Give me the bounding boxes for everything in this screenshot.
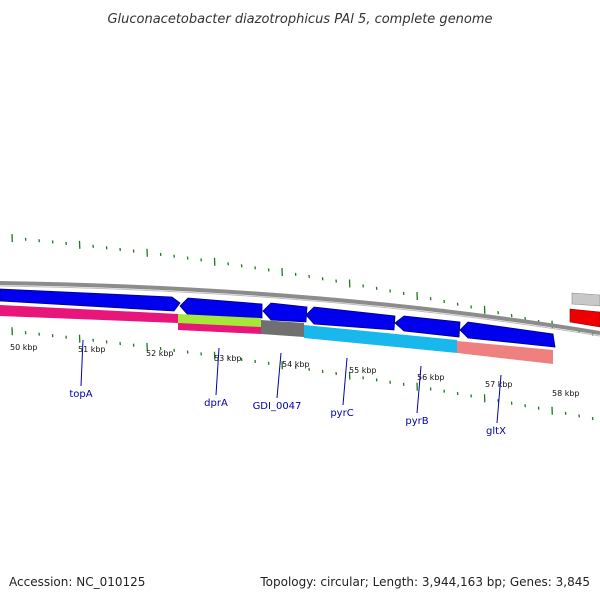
kbp-label: 57 kbp <box>485 380 513 389</box>
gene-leader-gltx <box>496 374 502 424</box>
gene-label-gdi0047[interactable]: GDI_0047 <box>253 401 302 412</box>
gene-arrow-topa[interactable] <box>0 288 181 312</box>
genome-backbone <box>0 281 600 335</box>
kbp-label: 50 kbp <box>10 343 38 352</box>
cog-segment-cyan <box>304 325 457 353</box>
kbp-label: 52 kbp <box>146 349 174 358</box>
gene-leaders <box>80 339 502 424</box>
cog-segment-lime <box>178 314 261 327</box>
cog-segment-gray <box>261 320 304 337</box>
kbp-label: 51 kbp <box>78 345 106 354</box>
gene-arrow-pyrb[interactable] <box>394 315 461 338</box>
feature-gray-right[interactable] <box>571 292 600 307</box>
gene-leader-pyrb <box>416 365 422 414</box>
kbp-label: 53 kbp <box>214 354 242 363</box>
gene-arrow-dpra[interactable] <box>179 297 263 319</box>
gene-label-pyrc[interactable]: pyrC <box>330 408 353 419</box>
gene-leader-dpra <box>215 347 220 396</box>
cog-segment-salmon <box>457 341 553 364</box>
kbp-tick-ring <box>11 327 594 421</box>
accession-text: Accession: NC_010125 <box>9 575 145 589</box>
gene-label-pyrb[interactable]: pyrB <box>405 416 428 427</box>
gene-label-gltx[interactable]: gltX <box>486 426 506 437</box>
kbp-labels: 50 kbp 51 kbp 52 kbp 53 kbp 54 kbp 55 kb… <box>10 343 580 398</box>
kbp-label: 55 kbp <box>349 366 377 375</box>
map-title: Gluconacetobacter diazotrophicus PAl 5, … <box>107 12 492 27</box>
genome-backbone-highlight <box>0 285 600 337</box>
gene-label-dpra[interactable]: dprA <box>204 398 228 409</box>
gene-track <box>0 288 600 348</box>
gene-label-topa[interactable]: topA <box>69 389 92 400</box>
gene-arrow-gdi0047[interactable] <box>262 302 308 323</box>
cog-segment-magenta <box>0 305 178 323</box>
feature-red-right[interactable] <box>569 308 600 328</box>
cog-band <box>0 305 553 364</box>
gene-labels: topA dprA GDI_0047 pyrC pyrB gltX <box>69 389 506 437</box>
gene-leader-gdi0047 <box>276 352 282 399</box>
gene-arrow-gltx[interactable] <box>459 321 556 348</box>
kbp-label: 54 kbp <box>282 360 310 369</box>
genome-stats-text: Topology: circular; Length: 3,944,163 bp… <box>259 575 590 589</box>
gene-leader-pyrc <box>342 357 348 406</box>
gene-leader-topa <box>80 339 84 387</box>
kbp-label: 58 kbp <box>552 389 580 398</box>
kbp-label: 56 kbp <box>417 373 445 382</box>
